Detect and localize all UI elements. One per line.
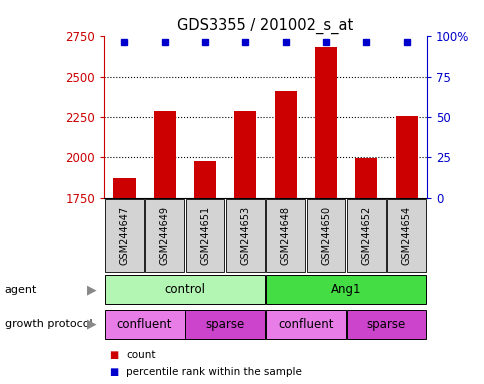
Bar: [266, 199, 304, 272]
Text: confluent: confluent: [277, 318, 333, 331]
Bar: [346, 199, 385, 272]
Bar: [346, 310, 425, 339]
Text: GSM244647: GSM244647: [119, 206, 129, 265]
Text: count: count: [126, 350, 155, 360]
Bar: [387, 199, 425, 272]
Bar: [153, 111, 176, 198]
Text: GSM244652: GSM244652: [361, 205, 371, 265]
Text: growth protocol: growth protocol: [5, 319, 92, 329]
Bar: [185, 310, 265, 339]
Bar: [113, 179, 135, 198]
Title: GDS3355 / 201002_s_at: GDS3355 / 201002_s_at: [177, 18, 353, 34]
Text: ■: ■: [109, 367, 118, 377]
Text: agent: agent: [5, 285, 37, 295]
Text: ■: ■: [109, 350, 118, 360]
Text: GSM244651: GSM244651: [200, 206, 210, 265]
Text: sparse: sparse: [366, 318, 405, 331]
Text: GSM244654: GSM244654: [401, 206, 411, 265]
Bar: [105, 275, 265, 304]
Text: sparse: sparse: [205, 318, 244, 331]
Bar: [105, 199, 143, 272]
Bar: [314, 47, 336, 198]
Bar: [234, 111, 256, 198]
Text: percentile rank within the sample: percentile rank within the sample: [126, 367, 302, 377]
Bar: [354, 158, 377, 198]
Text: GSM244650: GSM244650: [320, 206, 330, 265]
Bar: [226, 199, 264, 272]
Bar: [145, 199, 184, 272]
Bar: [306, 199, 345, 272]
Text: Ang1: Ang1: [330, 283, 361, 296]
Bar: [395, 116, 417, 198]
Text: GSM244648: GSM244648: [280, 206, 290, 265]
Bar: [105, 310, 184, 339]
Text: GSM244653: GSM244653: [240, 206, 250, 265]
Text: confluent: confluent: [117, 318, 172, 331]
Text: ▶: ▶: [87, 283, 97, 296]
Bar: [194, 161, 216, 198]
Bar: [265, 310, 345, 339]
Text: GSM244649: GSM244649: [159, 206, 169, 265]
Bar: [274, 91, 296, 198]
Text: control: control: [164, 283, 205, 296]
Bar: [265, 275, 425, 304]
Text: ▶: ▶: [87, 318, 97, 331]
Bar: [185, 199, 224, 272]
